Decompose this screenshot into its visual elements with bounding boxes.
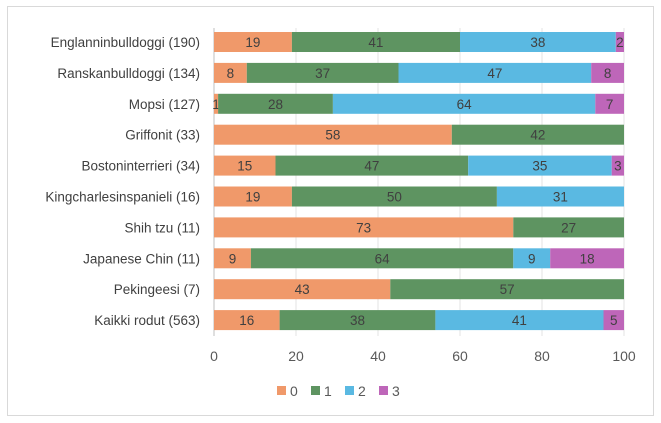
- category-label: Kingcharlesinspanieli (16): [45, 190, 200, 205]
- bar-segment-0: [214, 124, 452, 145]
- bar-segment-3: [595, 93, 624, 114]
- data-label: 43: [295, 282, 310, 297]
- bar-segment-2: [398, 62, 592, 83]
- legend-label: 3: [392, 383, 400, 399]
- data-label: 9: [229, 251, 237, 266]
- data-label: 47: [487, 66, 502, 81]
- bar-segment-3: [603, 310, 624, 331]
- x-tick-label: 20: [288, 348, 304, 364]
- bar-segment-0: [214, 279, 391, 300]
- data-label: 42: [530, 128, 545, 143]
- x-tick-label: 100: [612, 348, 636, 364]
- data-label: 64: [457, 97, 473, 112]
- category-label: Mopsi (127): [129, 97, 200, 112]
- data-label: 37: [315, 66, 330, 81]
- legend-label: 0: [290, 383, 298, 399]
- bar-segment-1: [250, 248, 514, 269]
- bar-segment-2: [513, 248, 551, 269]
- chart-frame: [7, 6, 654, 416]
- data-label: 5: [610, 313, 618, 328]
- category-label: Bostoninterrieri (34): [81, 159, 200, 174]
- bar-segment-0: [214, 186, 292, 207]
- data-label: 19: [245, 190, 260, 205]
- bar-segment-3: [615, 32, 624, 52]
- bar-segment-0: [214, 310, 280, 331]
- bar-segment-0: [214, 62, 247, 83]
- legend-label: 2: [358, 383, 366, 399]
- bar-segment-1: [390, 279, 624, 300]
- bar-segment-1: [291, 186, 497, 207]
- legend-swatch-0: [277, 386, 286, 395]
- x-tick-label: 0: [210, 348, 218, 364]
- data-label: 16: [239, 313, 254, 328]
- bar-segment-1: [275, 155, 469, 176]
- data-label: 64: [375, 251, 391, 266]
- bar-segment-1: [513, 217, 624, 238]
- bar-segment-2: [496, 186, 624, 207]
- x-tick-label: 40: [370, 348, 386, 364]
- data-label: 19: [245, 35, 260, 50]
- bar-segment-1: [246, 62, 399, 83]
- category-label: Griffonit (33): [125, 128, 200, 143]
- data-label: 73: [356, 220, 371, 235]
- data-label: 38: [530, 35, 545, 50]
- legend-swatch-2: [345, 386, 354, 395]
- category-label: Pekingeesi (7): [114, 282, 200, 297]
- category-label: Englanninbulldoggi (190): [51, 35, 200, 50]
- bar-segment-2: [460, 32, 616, 52]
- bar-segment-0: [214, 217, 514, 238]
- data-label: 38: [350, 313, 365, 328]
- data-label: 27: [561, 220, 576, 235]
- legend-label: 1: [324, 383, 332, 399]
- data-label: 47: [364, 159, 379, 174]
- data-label: 1: [212, 97, 220, 112]
- x-tick-label: 80: [534, 348, 550, 364]
- data-label: 58: [325, 128, 340, 143]
- data-label: 57: [500, 282, 515, 297]
- data-label: 18: [580, 251, 595, 266]
- legend-swatch-1: [311, 386, 320, 395]
- bar-segment-2: [435, 310, 604, 331]
- data-label: 15: [237, 159, 252, 174]
- bar-segment-3: [611, 155, 624, 176]
- data-label: 50: [387, 190, 402, 205]
- data-label: 7: [606, 97, 614, 112]
- bar-segment-1: [451, 124, 624, 145]
- category-label: Japanese Chin (11): [83, 251, 200, 266]
- data-label: 28: [268, 97, 283, 112]
- bar-segment-0: [214, 32, 292, 52]
- data-label: 31: [553, 190, 568, 205]
- legend-swatch-3: [379, 386, 388, 395]
- bar-segment-0: [214, 93, 219, 114]
- data-label: 2: [616, 35, 624, 50]
- bar-segment-3: [591, 62, 624, 83]
- bar-segment-3: [550, 248, 624, 269]
- data-label: 35: [532, 159, 547, 174]
- bar-segment-1: [279, 310, 436, 331]
- category-label: Shih tzu (11): [124, 220, 200, 235]
- bar-segment-2: [332, 93, 596, 114]
- category-label: Kaikki rodut (563): [94, 313, 200, 328]
- bar-segment-0: [214, 155, 276, 176]
- bar-segment-1: [291, 32, 460, 52]
- bar-segment-0: [214, 248, 251, 269]
- data-label: 41: [368, 35, 383, 50]
- bar-segment-2: [468, 155, 612, 176]
- data-label: 8: [604, 66, 612, 81]
- category-label: Ranskanbulldoggi (134): [57, 66, 200, 81]
- data-label: 41: [512, 313, 527, 328]
- data-label: 3: [614, 159, 622, 174]
- data-label: 8: [227, 66, 235, 81]
- data-label: 9: [528, 251, 536, 266]
- x-tick-label: 60: [452, 348, 468, 364]
- bar-segment-1: [218, 93, 333, 114]
